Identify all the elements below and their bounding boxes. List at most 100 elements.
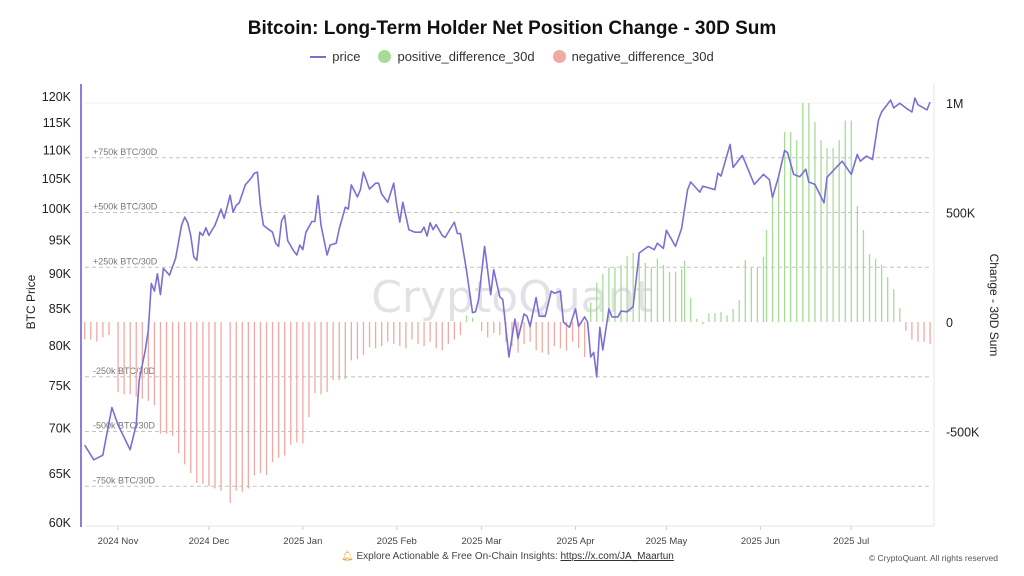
- negative-bar: [381, 322, 383, 347]
- negative-bar: [387, 322, 389, 342]
- negative-bar: [529, 322, 531, 342]
- negative-bar: [368, 322, 371, 348]
- positive-bar: [771, 197, 774, 322]
- legend: price positive_difference_30d negative_d…: [0, 49, 1024, 64]
- left-tick-label: 90K: [49, 267, 72, 281]
- reference-label: -500k BTC/30D: [93, 421, 156, 431]
- negative-bar: [108, 322, 110, 336]
- right-tick-label: 500K: [946, 207, 976, 221]
- negative-bar: [147, 322, 149, 401]
- positive-bar: [596, 282, 598, 322]
- negative-bar: [571, 322, 574, 342]
- negative-bar: [241, 322, 243, 492]
- negative-bar: [196, 322, 198, 483]
- positive-bar: [674, 271, 677, 322]
- negative-bar: [917, 322, 919, 342]
- x-tick-label: 2025 Mar: [462, 536, 502, 547]
- positive-bar: [838, 140, 840, 322]
- negative-bar: [96, 322, 98, 342]
- positive-bar: [602, 273, 604, 322]
- negative-bar: [302, 322, 304, 444]
- positive-bar: [750, 268, 752, 322]
- legend-dot-icon: [552, 50, 566, 63]
- positive-bar: [465, 315, 468, 322]
- negative-bar: [553, 322, 556, 347]
- left-tick-label: 95K: [49, 234, 72, 248]
- right-axis-title: Change - 30D Sum: [987, 254, 1001, 357]
- legend-item-price[interactable]: price: [310, 49, 360, 64]
- right-tick-label: 0: [946, 316, 953, 330]
- positive-bar: [796, 140, 798, 322]
- left-tick-label: 60K: [49, 516, 72, 530]
- positive-bar: [590, 302, 592, 322]
- negative-bar: [153, 322, 156, 406]
- legend-item-negative[interactable]: negative_difference_30d: [552, 49, 714, 64]
- negative-bar: [435, 322, 437, 349]
- negative-bar: [208, 322, 210, 487]
- positive-bar: [708, 313, 710, 322]
- negative-bar: [481, 322, 483, 331]
- negative-bar: [235, 322, 237, 491]
- positive-bar: [887, 277, 889, 322]
- x-tick-label: 2025 Apr: [557, 536, 595, 547]
- negative-bar: [259, 322, 262, 474]
- x-tick-label: 2025 Jun: [741, 536, 780, 547]
- legend-item-positive[interactable]: positive_difference_30d: [378, 49, 535, 64]
- negative-bar: [929, 322, 931, 344]
- positive-bar: [726, 315, 728, 322]
- x-tick-label: 2024 Nov: [98, 536, 139, 547]
- legend-label: positive_difference_30d: [397, 49, 535, 64]
- negative-bar: [123, 322, 125, 395]
- left-tick-label: 110K: [43, 143, 72, 157]
- negative-bar: [441, 322, 443, 351]
- negative-bar: [541, 322, 543, 353]
- positive-bar: [738, 300, 740, 322]
- negative-bar: [344, 322, 346, 379]
- negative-bar: [702, 322, 704, 325]
- negative-bar: [135, 322, 137, 397]
- negative-bar: [447, 322, 449, 344]
- footer-text: Explore Actionable & Free On-Chain Insig…: [356, 551, 561, 562]
- positive-bar: [832, 147, 834, 322]
- watermark: CryptoQuant: [371, 272, 653, 323]
- legend-label: price: [332, 49, 361, 64]
- negative-bar: [320, 322, 322, 395]
- x-tick-label: 2025 Feb: [377, 536, 417, 547]
- reference-label: +500k BTC/30D: [93, 202, 158, 212]
- positive-bar: [696, 318, 698, 322]
- negative-bar: [284, 322, 286, 456]
- positive-bar: [874, 258, 877, 322]
- negative-bar: [423, 322, 425, 347]
- negative-bar: [117, 322, 119, 393]
- positive-bar: [820, 140, 822, 322]
- x-tick-label: 2025 Jan: [283, 536, 322, 547]
- negative-bar: [102, 322, 104, 338]
- left-tick-label: 115K: [43, 116, 72, 130]
- price-line: [84, 97, 931, 461]
- x-tick-label: 2024 Dec: [189, 536, 230, 547]
- positive-bar: [632, 253, 634, 322]
- legend-dot-icon: [378, 50, 392, 63]
- negative-bar: [253, 322, 256, 476]
- positive-bar: [808, 103, 810, 322]
- positive-bar: [620, 265, 622, 322]
- negative-bar: [577, 322, 580, 349]
- negative-bar: [229, 322, 231, 503]
- negative-bar: [559, 322, 562, 349]
- negative-bar: [411, 322, 413, 340]
- positive-bar: [680, 269, 683, 322]
- left-axis-title: BTC Price: [24, 274, 38, 329]
- x-tick-label: 2025 Jul: [833, 536, 869, 547]
- positive-bar: [732, 308, 734, 322]
- negative-bar: [332, 322, 334, 381]
- positive-bar: [684, 260, 686, 322]
- negative-bar: [459, 322, 462, 336]
- negative-bar: [271, 322, 274, 463]
- footer-link[interactable]: https://x.com/JA_Maartun: [560, 551, 674, 562]
- negative-bar: [129, 322, 131, 395]
- negative-bar: [290, 322, 292, 445]
- positive-bar: [650, 267, 652, 322]
- negative-bar: [905, 322, 907, 331]
- positive-bar: [880, 265, 883, 322]
